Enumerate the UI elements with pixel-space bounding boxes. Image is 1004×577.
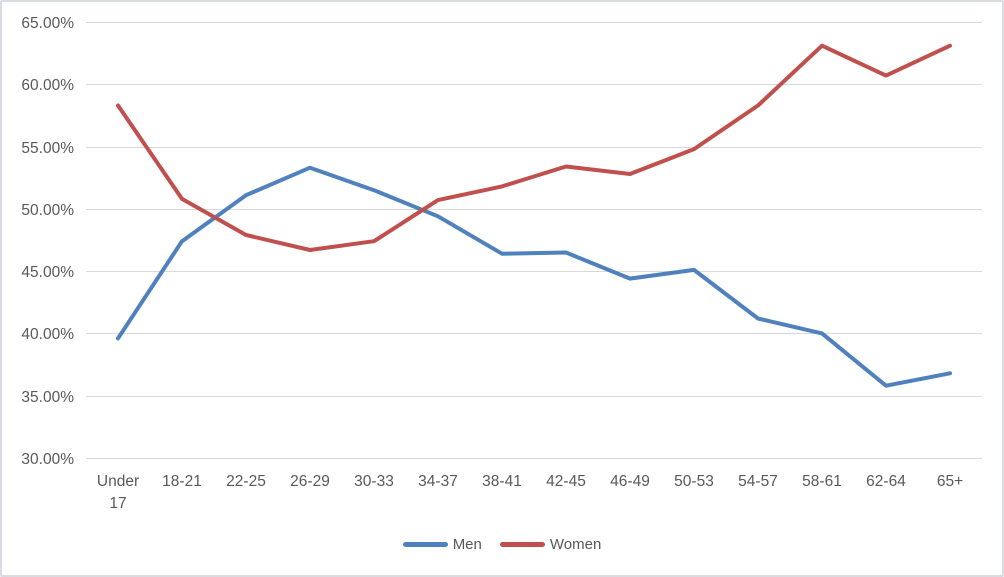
y-axis-tick-label: 65.00% [21, 15, 74, 32]
women-line-swatch [499, 542, 545, 547]
x-axis-category-label: 42-45 [546, 473, 586, 490]
legend-label-men: Men [452, 536, 482, 553]
series-line-men [116, 165, 952, 388]
x-axis-category-label: 58-61 [802, 473, 842, 490]
y-axis-tick-label: 40.00% [21, 326, 74, 343]
legend: Men Women [2, 536, 1002, 553]
x-axis-category-label: Under 17 [97, 473, 139, 512]
x-axis-category-label: 22-25 [226, 473, 266, 490]
series-line-women [116, 43, 952, 252]
y-axis-tick-label: 30.00% [21, 451, 74, 468]
legend-item-men: Men [402, 536, 482, 553]
y-axis-tick-label: 35.00% [21, 389, 74, 406]
x-axis-category-label: 34-37 [418, 473, 458, 490]
y-axis-tick-label: 50.00% [21, 202, 74, 219]
x-axis-category-label: 30-33 [354, 473, 394, 490]
y-axis-tick-label: 45.00% [21, 264, 74, 281]
y-axis-tick-label: 55.00% [21, 140, 74, 157]
x-axis-category-label: 38-41 [482, 473, 522, 490]
legend-item-women: Women [499, 536, 602, 553]
x-axis-category-label: 54-57 [738, 473, 778, 490]
y-axis-tick-label: 60.00% [21, 77, 74, 94]
x-axis-category-label: 62-64 [866, 473, 906, 490]
x-axis-category-label: 26-29 [290, 473, 330, 490]
legend-label-women: Women [549, 536, 602, 553]
x-axis-category-label: 50-53 [674, 473, 714, 490]
x-axis-category-label: 46-49 [610, 473, 650, 490]
x-axis-category-label: 65+ [937, 473, 963, 490]
x-axis-category-label: 18-21 [162, 473, 202, 490]
men-line-swatch [402, 542, 448, 547]
